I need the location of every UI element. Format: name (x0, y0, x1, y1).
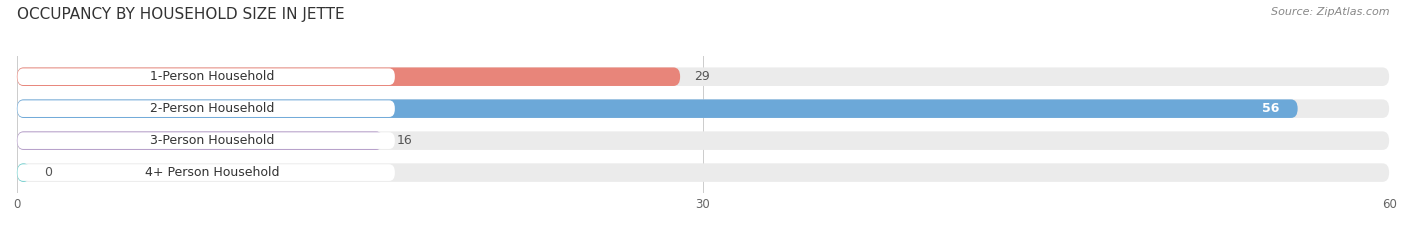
FancyBboxPatch shape (17, 132, 395, 149)
Text: 4+ Person Household: 4+ Person Household (145, 166, 280, 179)
FancyBboxPatch shape (17, 100, 395, 117)
FancyBboxPatch shape (17, 67, 681, 86)
FancyBboxPatch shape (17, 99, 1298, 118)
Text: Source: ZipAtlas.com: Source: ZipAtlas.com (1271, 7, 1389, 17)
FancyBboxPatch shape (17, 163, 1389, 182)
FancyBboxPatch shape (17, 99, 1389, 118)
FancyBboxPatch shape (17, 131, 382, 150)
FancyBboxPatch shape (17, 164, 395, 181)
Text: 1-Person Household: 1-Person Household (150, 70, 274, 83)
Text: 16: 16 (396, 134, 412, 147)
Text: 2-Person Household: 2-Person Household (150, 102, 274, 115)
Text: 3-Person Household: 3-Person Household (150, 134, 274, 147)
FancyBboxPatch shape (17, 131, 1389, 150)
Text: 56: 56 (1263, 102, 1279, 115)
Text: 29: 29 (693, 70, 710, 83)
Text: OCCUPANCY BY HOUSEHOLD SIZE IN JETTE: OCCUPANCY BY HOUSEHOLD SIZE IN JETTE (17, 7, 344, 22)
Text: 0: 0 (44, 166, 52, 179)
FancyBboxPatch shape (17, 69, 395, 85)
FancyBboxPatch shape (17, 67, 1389, 86)
FancyBboxPatch shape (17, 163, 30, 182)
